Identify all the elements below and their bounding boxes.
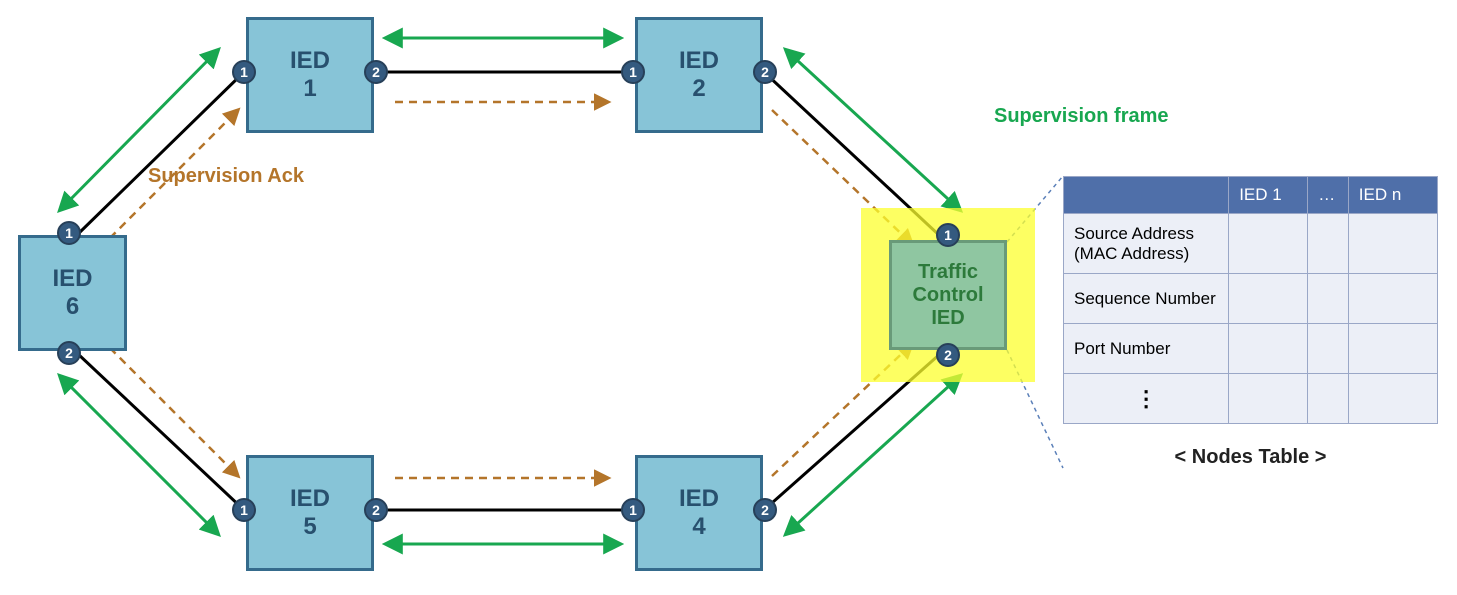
ied-5-label-bottom: 5 [303,513,316,541]
ied-2-label-bottom: 2 [692,75,705,103]
table-header-cell [1064,177,1229,214]
table-header-cell: IED 1 [1229,177,1308,214]
port-ied1-2: 2 [364,60,388,84]
table-cell [1308,374,1349,424]
ied-5-node: IED 5 [246,455,374,571]
ied-1-label-bottom: 1 [303,75,316,103]
table-cell: Port Number [1064,324,1229,374]
table-cell [1308,274,1349,324]
nodes-table-caption: < Nodes Table > [1063,446,1438,469]
tcied-l2: Control [912,284,983,307]
port-tcied-1: 1 [936,223,960,247]
traffic-control-ied-node: Traffic Control IED [889,240,1007,350]
ied-6-label-bottom: 6 [66,293,79,321]
ied-2-label-top: IED [679,47,719,75]
table-cell [1308,214,1349,274]
port-tcied-2: 2 [936,343,960,367]
tcied-l1: Traffic [918,261,978,284]
table-cell: Sequence Number [1064,274,1229,324]
ied-1-label-top: IED [290,47,330,75]
table-cell: Source Address(MAC Address) [1064,214,1229,274]
table-cell [1348,214,1437,274]
table-cell [1348,374,1437,424]
ied-4-label-bottom: 4 [692,513,705,541]
table-header-cell: IED n [1348,177,1437,214]
ied-6-node: IED 6 [18,235,127,351]
table-cell [1229,214,1308,274]
port-ied6-1: 1 [57,221,81,245]
port-ied5-2: 2 [364,498,388,522]
table-cell [1229,274,1308,324]
port-ied5-1: 1 [232,498,256,522]
tcied-l3: IED [931,307,964,330]
ied-4-node: IED 4 [635,455,763,571]
table-cell [1348,274,1437,324]
nodes-table: IED 1…IED n Source Address(MAC Address)Se… [1063,176,1438,424]
port-ied4-2: 2 [753,498,777,522]
table-header-cell: … [1308,177,1349,214]
port-ied1-1: 1 [232,60,256,84]
table-cell [1229,374,1308,424]
table-cell [1229,324,1308,374]
ied-4-label-top: IED [679,485,719,513]
supervision-frame-label: Supervision frame [994,105,1169,128]
table-cell [1308,324,1349,374]
port-ied6-2: 2 [57,341,81,365]
ied-5-label-top: IED [290,485,330,513]
table-cell: ⋮ [1064,374,1229,424]
port-ied4-1: 1 [621,498,645,522]
port-ied2-2: 2 [753,60,777,84]
table-cell [1348,324,1437,374]
ied-2-node: IED 2 [635,17,763,133]
ied-6-label-top: IED [52,265,92,293]
port-ied2-1: 1 [621,60,645,84]
ied-1-node: IED 1 [246,17,374,133]
supervision-ack-label: Supervision Ack [148,165,304,188]
